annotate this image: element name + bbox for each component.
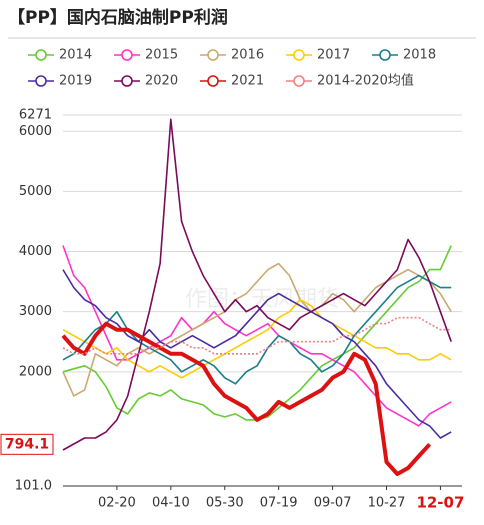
legend-label: 2014 bbox=[59, 48, 92, 63]
legend-marker bbox=[293, 75, 305, 87]
legend-label: 2018 bbox=[403, 48, 436, 63]
x-tick-label: 07-19 bbox=[260, 496, 298, 511]
current-value-label: 794.1 bbox=[5, 436, 49, 452]
y-tick-label: 6271 bbox=[19, 108, 52, 123]
series-line bbox=[62, 298, 452, 379]
legend-marker bbox=[207, 49, 219, 61]
x-tick-label: 09-07 bbox=[314, 496, 352, 511]
x-tick-label: 02-20 bbox=[98, 496, 136, 511]
y-tick-label: 6000 bbox=[19, 124, 52, 139]
legend-marker bbox=[121, 75, 133, 87]
series-line bbox=[62, 269, 452, 439]
legend-label: 2019 bbox=[59, 74, 92, 89]
legend-marker bbox=[121, 49, 133, 61]
chart-title: 【PP】国内石脑油制PP利润 bbox=[8, 7, 228, 28]
current-value-box bbox=[0, 433, 54, 455]
legend-label: 2015 bbox=[145, 48, 178, 63]
legend-label: 2021 bbox=[231, 74, 264, 89]
y-tick-label: 5000 bbox=[19, 184, 52, 199]
series-line bbox=[62, 245, 452, 421]
legend-label: 2020 bbox=[145, 74, 178, 89]
y-tick-label: 4000 bbox=[19, 244, 52, 259]
series-line bbox=[62, 316, 452, 355]
x-tick-label: 05-30 bbox=[206, 496, 244, 511]
x-tick-label: 10-27 bbox=[368, 496, 406, 511]
y-tick-label: 3000 bbox=[19, 304, 52, 319]
legend-marker bbox=[207, 75, 219, 87]
series-line bbox=[61, 321, 432, 476]
x-tick-label: 12-07 bbox=[416, 494, 464, 512]
y-tick-label: 2000 bbox=[19, 364, 52, 379]
y-tick-label: 101.0 bbox=[15, 479, 52, 494]
legend-label: 2016 bbox=[231, 48, 264, 63]
legend-marker bbox=[293, 49, 305, 61]
legend-label: 2017 bbox=[317, 48, 350, 63]
legend-marker bbox=[35, 49, 47, 61]
legend-label: 2014-2020均值 bbox=[317, 73, 414, 89]
series-line bbox=[62, 118, 452, 451]
x-tick-label: 04-10 bbox=[152, 496, 190, 511]
legend-marker bbox=[35, 75, 47, 87]
legend-marker bbox=[379, 49, 391, 61]
